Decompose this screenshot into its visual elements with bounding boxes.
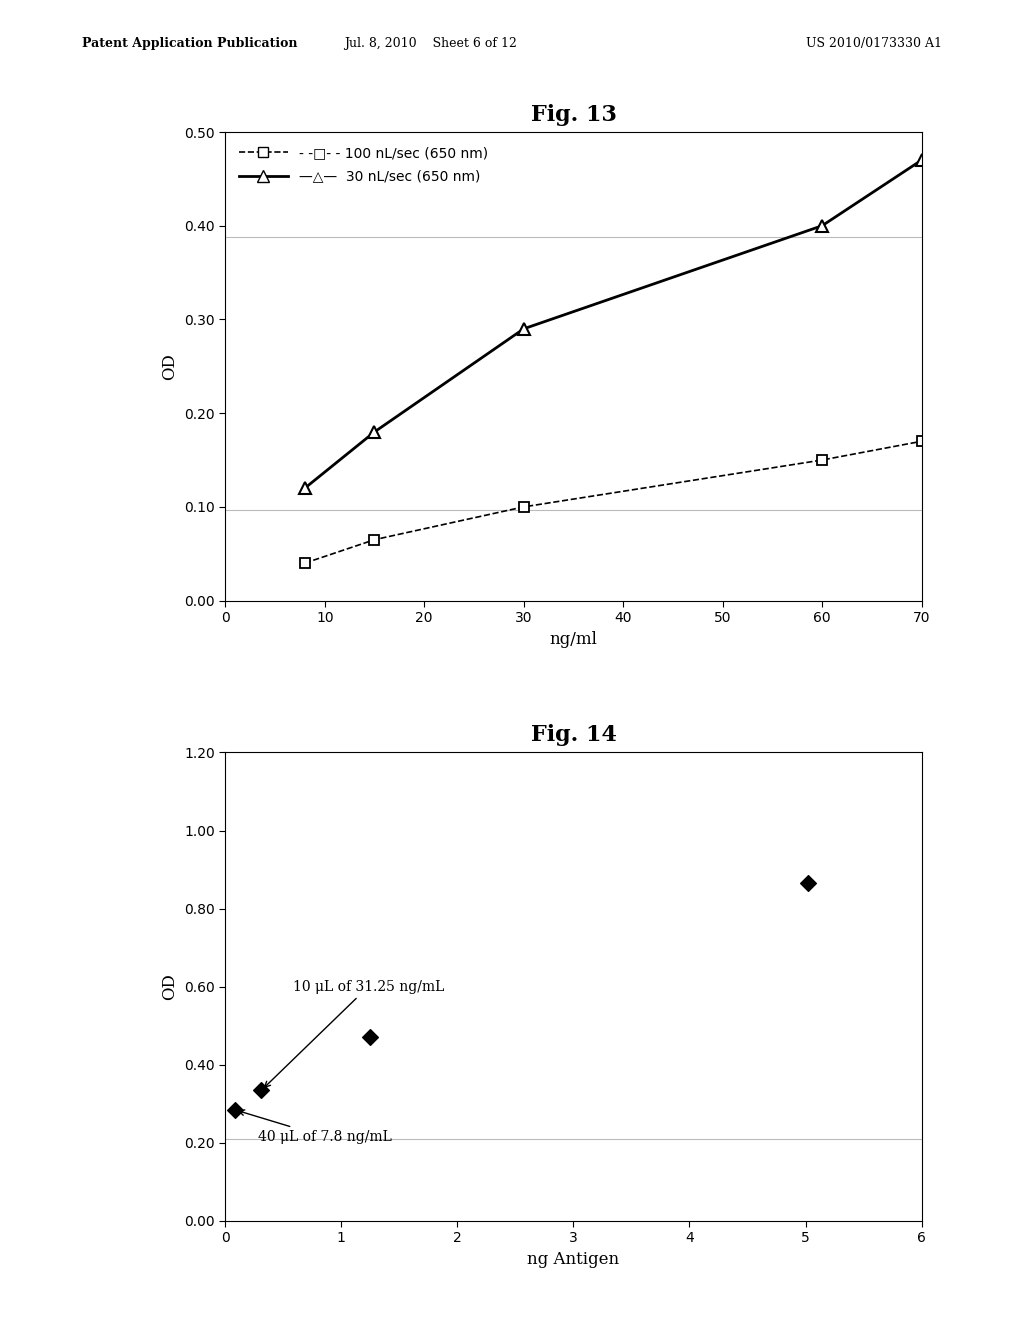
Title: Fig. 14: Fig. 14 xyxy=(530,725,616,746)
Text: US 2010/0173330 A1: US 2010/0173330 A1 xyxy=(806,37,942,50)
Title: Fig. 13: Fig. 13 xyxy=(530,104,616,125)
Y-axis label: OD: OD xyxy=(162,973,178,1001)
X-axis label: ng/ml: ng/ml xyxy=(550,631,597,648)
Text: Jul. 8, 2010    Sheet 6 of 12: Jul. 8, 2010 Sheet 6 of 12 xyxy=(344,37,516,50)
Point xyxy=(800,873,816,894)
Point xyxy=(226,1100,243,1121)
Legend: - -□- - 100 nL/sec (650 nm), —△—  30 nL/sec (650 nm): - -□- - 100 nL/sec (650 nm), —△— 30 nL/s… xyxy=(232,139,495,190)
Point xyxy=(253,1080,269,1101)
Point xyxy=(362,1027,379,1048)
Text: 40 μL of 7.8 ng/mL: 40 μL of 7.8 ng/mL xyxy=(239,1110,391,1144)
Text: Patent Application Publication: Patent Application Publication xyxy=(82,37,297,50)
Text: 10 μL of 31.25 ng/mL: 10 μL of 31.25 ng/mL xyxy=(264,979,444,1088)
X-axis label: ng Antigen: ng Antigen xyxy=(527,1251,620,1269)
Y-axis label: OD: OD xyxy=(162,352,178,380)
